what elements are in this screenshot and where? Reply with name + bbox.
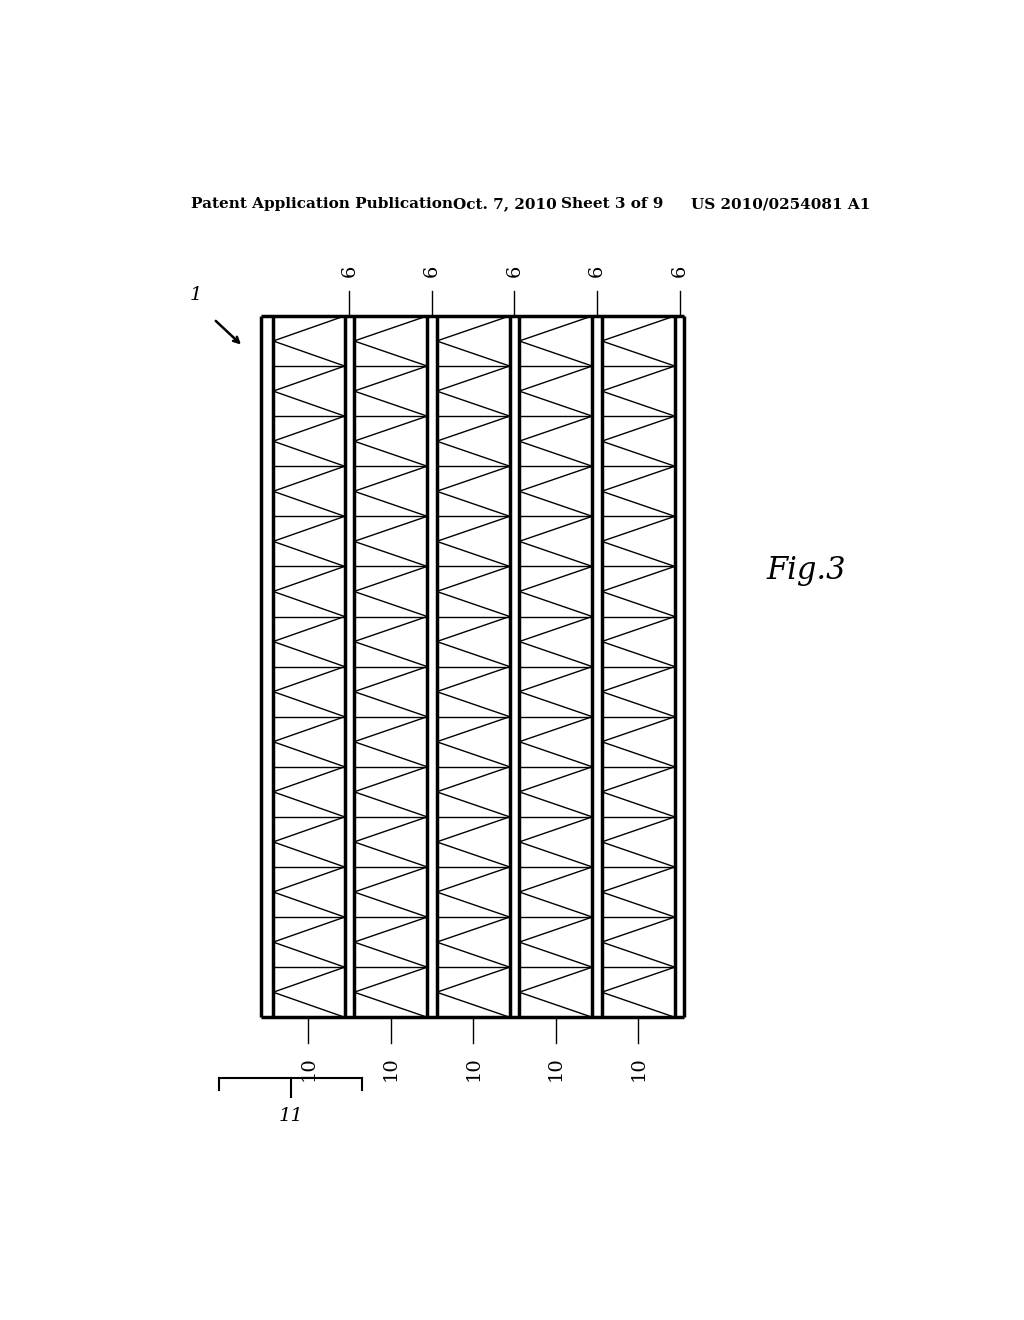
Text: 10: 10 <box>464 1056 482 1081</box>
Bar <box>510 315 519 1018</box>
Bar <box>427 315 436 1018</box>
Text: 6: 6 <box>423 265 441 277</box>
Text: 10: 10 <box>299 1056 317 1081</box>
Bar <box>260 315 273 1018</box>
Text: 6: 6 <box>340 265 358 277</box>
Text: 6: 6 <box>588 265 606 277</box>
Text: 11: 11 <box>279 1106 303 1125</box>
Text: Oct. 7, 2010: Oct. 7, 2010 <box>454 197 557 211</box>
Text: 6: 6 <box>506 265 523 277</box>
Text: 10: 10 <box>382 1056 399 1081</box>
Text: 10: 10 <box>630 1056 647 1081</box>
Text: US 2010/0254081 A1: US 2010/0254081 A1 <box>691 197 870 211</box>
Text: 10: 10 <box>547 1056 565 1081</box>
Text: Fig.3: Fig.3 <box>767 554 846 586</box>
Bar <box>675 315 684 1018</box>
Text: Sheet 3 of 9: Sheet 3 of 9 <box>560 197 663 211</box>
Bar <box>345 315 354 1018</box>
Bar <box>592 315 602 1018</box>
Text: Patent Application Publication: Patent Application Publication <box>191 197 454 211</box>
Text: 1: 1 <box>189 285 202 304</box>
Text: 6: 6 <box>671 265 688 277</box>
